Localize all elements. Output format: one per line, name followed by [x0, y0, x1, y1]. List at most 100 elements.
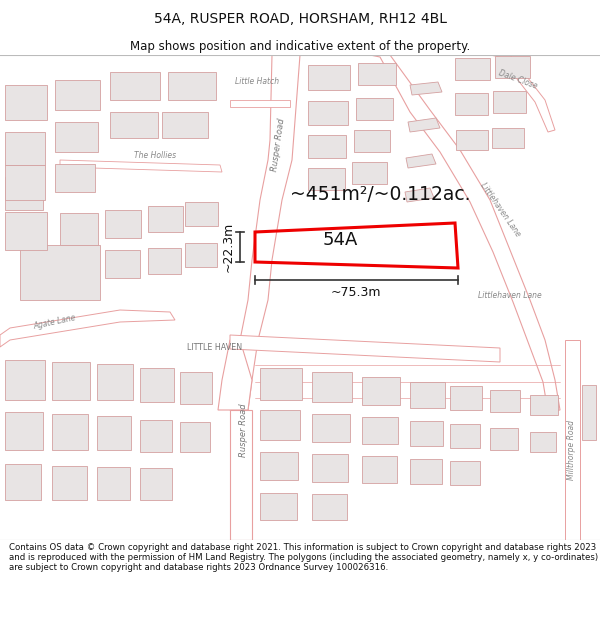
Text: ~451m²/~0.112ac.: ~451m²/~0.112ac. [290, 186, 470, 204]
Polygon shape [0, 310, 175, 347]
Polygon shape [312, 494, 347, 520]
Polygon shape [5, 85, 47, 120]
Text: Littlehaven Lane: Littlehaven Lane [478, 181, 522, 239]
Polygon shape [162, 112, 208, 138]
Polygon shape [5, 177, 43, 210]
Polygon shape [52, 362, 90, 400]
Polygon shape [60, 213, 98, 245]
Polygon shape [490, 428, 518, 450]
Polygon shape [105, 210, 141, 238]
Polygon shape [52, 414, 88, 450]
Polygon shape [218, 340, 252, 410]
Point [0, 535, 5, 542]
Polygon shape [308, 135, 346, 158]
Polygon shape [5, 464, 41, 500]
Polygon shape [356, 98, 393, 120]
Polygon shape [408, 118, 440, 132]
Polygon shape [230, 55, 300, 410]
Polygon shape [312, 414, 350, 442]
Polygon shape [492, 128, 524, 148]
Polygon shape [260, 368, 302, 400]
Polygon shape [55, 164, 95, 192]
Polygon shape [362, 377, 400, 405]
Polygon shape [308, 101, 348, 125]
Polygon shape [52, 466, 87, 500]
Polygon shape [60, 256, 96, 288]
Polygon shape [456, 130, 488, 150]
Polygon shape [140, 420, 172, 452]
Polygon shape [358, 63, 396, 85]
Text: Dale Close: Dale Close [497, 69, 539, 91]
Polygon shape [97, 416, 131, 450]
Polygon shape [110, 72, 160, 100]
Polygon shape [5, 412, 43, 450]
Polygon shape [354, 130, 390, 152]
Polygon shape [455, 93, 488, 115]
Polygon shape [308, 168, 345, 190]
Polygon shape [565, 340, 580, 540]
Polygon shape [55, 80, 100, 110]
Polygon shape [362, 456, 397, 483]
Polygon shape [405, 188, 434, 202]
Polygon shape [148, 206, 183, 232]
Text: 54A, RUSPER ROAD, HORSHAM, RH12 4BL: 54A, RUSPER ROAD, HORSHAM, RH12 4BL [154, 12, 446, 26]
Polygon shape [185, 243, 217, 267]
Polygon shape [450, 461, 480, 485]
Point [0, 536, 5, 544]
Polygon shape [490, 390, 520, 412]
Text: Agate Lane: Agate Lane [33, 313, 77, 331]
Text: 54A: 54A [322, 231, 358, 249]
Polygon shape [55, 122, 98, 152]
Text: Littlehaven Lane: Littlehaven Lane [478, 291, 542, 299]
Polygon shape [20, 245, 100, 300]
Polygon shape [370, 55, 560, 412]
Polygon shape [148, 248, 181, 274]
Polygon shape [260, 410, 300, 440]
Polygon shape [180, 372, 212, 404]
Polygon shape [362, 417, 398, 444]
Polygon shape [410, 82, 442, 95]
Text: Map shows position and indicative extent of the property.: Map shows position and indicative extent… [130, 39, 470, 52]
Polygon shape [352, 162, 387, 184]
Polygon shape [260, 493, 297, 520]
Polygon shape [110, 112, 158, 138]
Polygon shape [530, 432, 556, 452]
Text: Rusper Road: Rusper Road [270, 118, 286, 172]
Polygon shape [495, 56, 530, 78]
Text: Millthorpe Road: Millthorpe Road [568, 420, 577, 480]
Polygon shape [97, 467, 130, 500]
Polygon shape [140, 368, 174, 402]
Text: The Hollies: The Hollies [134, 151, 176, 159]
Polygon shape [180, 422, 210, 452]
Polygon shape [5, 212, 47, 250]
Polygon shape [140, 468, 172, 500]
Polygon shape [450, 386, 482, 410]
Polygon shape [312, 454, 348, 482]
Polygon shape [406, 154, 436, 168]
Polygon shape [260, 452, 298, 480]
Polygon shape [97, 364, 133, 400]
Polygon shape [230, 335, 500, 362]
Polygon shape [312, 372, 352, 402]
Polygon shape [5, 360, 45, 400]
Polygon shape [490, 55, 555, 132]
Polygon shape [230, 100, 290, 107]
Text: ~22.3m: ~22.3m [221, 222, 235, 272]
Point [0, 536, 4, 544]
Polygon shape [530, 395, 558, 415]
Text: LITTLE HAVEN: LITTLE HAVEN [187, 342, 242, 351]
Polygon shape [5, 165, 45, 200]
Polygon shape [493, 91, 526, 113]
Point [0, 535, 4, 542]
Polygon shape [105, 250, 140, 278]
Text: Little Hatch: Little Hatch [235, 78, 279, 86]
Polygon shape [185, 202, 218, 226]
Polygon shape [410, 382, 445, 408]
Polygon shape [455, 58, 490, 80]
Polygon shape [410, 459, 442, 484]
Polygon shape [5, 132, 45, 165]
Text: ~75.3m: ~75.3m [331, 286, 381, 299]
Polygon shape [450, 424, 480, 448]
Text: Contains OS data © Crown copyright and database right 2021. This information is : Contains OS data © Crown copyright and d… [9, 542, 598, 572]
Polygon shape [410, 421, 443, 446]
